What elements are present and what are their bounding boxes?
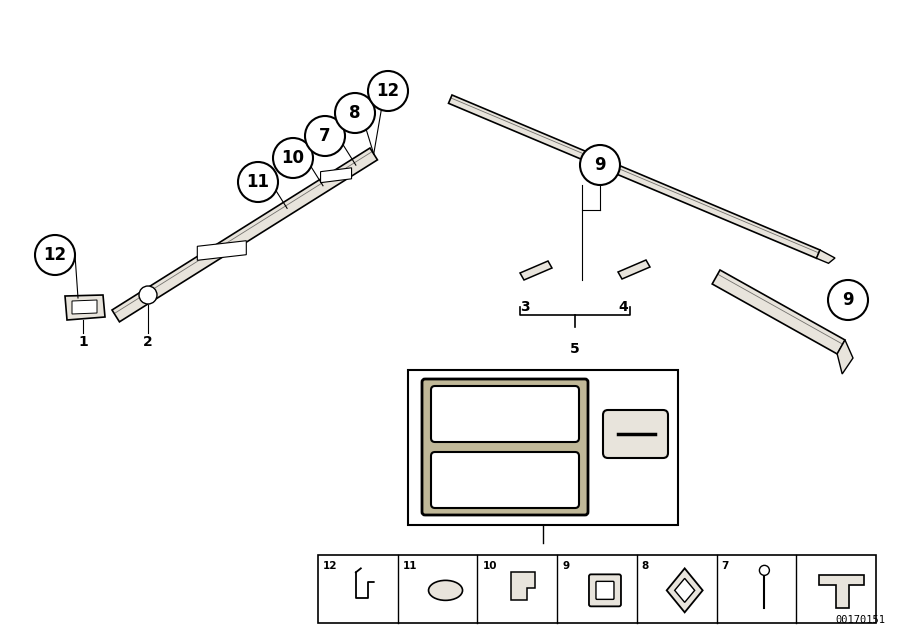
Text: 12: 12 (376, 82, 400, 100)
Polygon shape (112, 148, 377, 322)
Text: 4: 4 (618, 300, 628, 314)
Text: 3: 3 (520, 300, 530, 314)
Bar (408, 370, 678, 525)
Text: 12: 12 (323, 561, 338, 571)
Circle shape (139, 286, 157, 304)
Polygon shape (837, 340, 853, 374)
Text: 1: 1 (78, 335, 88, 349)
Text: 9: 9 (562, 561, 570, 571)
Polygon shape (816, 250, 835, 263)
Text: 5: 5 (570, 342, 580, 356)
Circle shape (580, 145, 620, 185)
Text: 8: 8 (349, 104, 361, 122)
Circle shape (760, 565, 770, 576)
Polygon shape (197, 240, 247, 260)
Bar (318, 555, 876, 623)
Circle shape (238, 162, 278, 202)
Polygon shape (712, 270, 845, 354)
Polygon shape (667, 569, 703, 612)
FancyBboxPatch shape (589, 574, 621, 606)
Circle shape (828, 280, 868, 320)
Circle shape (335, 93, 375, 133)
FancyBboxPatch shape (596, 581, 614, 599)
Polygon shape (65, 295, 105, 320)
Text: 2: 2 (143, 335, 153, 349)
Text: 9: 9 (594, 156, 606, 174)
Polygon shape (819, 576, 864, 609)
Circle shape (273, 138, 313, 178)
FancyBboxPatch shape (422, 379, 588, 515)
Text: 11: 11 (402, 561, 418, 571)
Text: 6: 6 (538, 561, 548, 575)
Text: 7: 7 (722, 561, 729, 571)
FancyBboxPatch shape (431, 386, 579, 442)
Polygon shape (320, 168, 352, 183)
Circle shape (305, 116, 345, 156)
Text: 8: 8 (642, 561, 649, 571)
Text: 10: 10 (282, 149, 304, 167)
Polygon shape (448, 95, 820, 258)
Ellipse shape (428, 581, 463, 600)
Polygon shape (511, 572, 536, 600)
Polygon shape (675, 578, 695, 602)
Text: 11: 11 (247, 173, 269, 191)
FancyBboxPatch shape (431, 452, 579, 508)
Text: 9: 9 (842, 291, 854, 309)
Polygon shape (72, 300, 97, 314)
Circle shape (35, 235, 75, 275)
Polygon shape (618, 260, 650, 279)
Text: 10: 10 (482, 561, 497, 571)
Circle shape (368, 71, 408, 111)
Polygon shape (520, 261, 552, 280)
FancyBboxPatch shape (603, 410, 668, 458)
Text: 7: 7 (320, 127, 331, 145)
Text: 00170151: 00170151 (835, 615, 885, 625)
Text: 12: 12 (43, 246, 67, 264)
